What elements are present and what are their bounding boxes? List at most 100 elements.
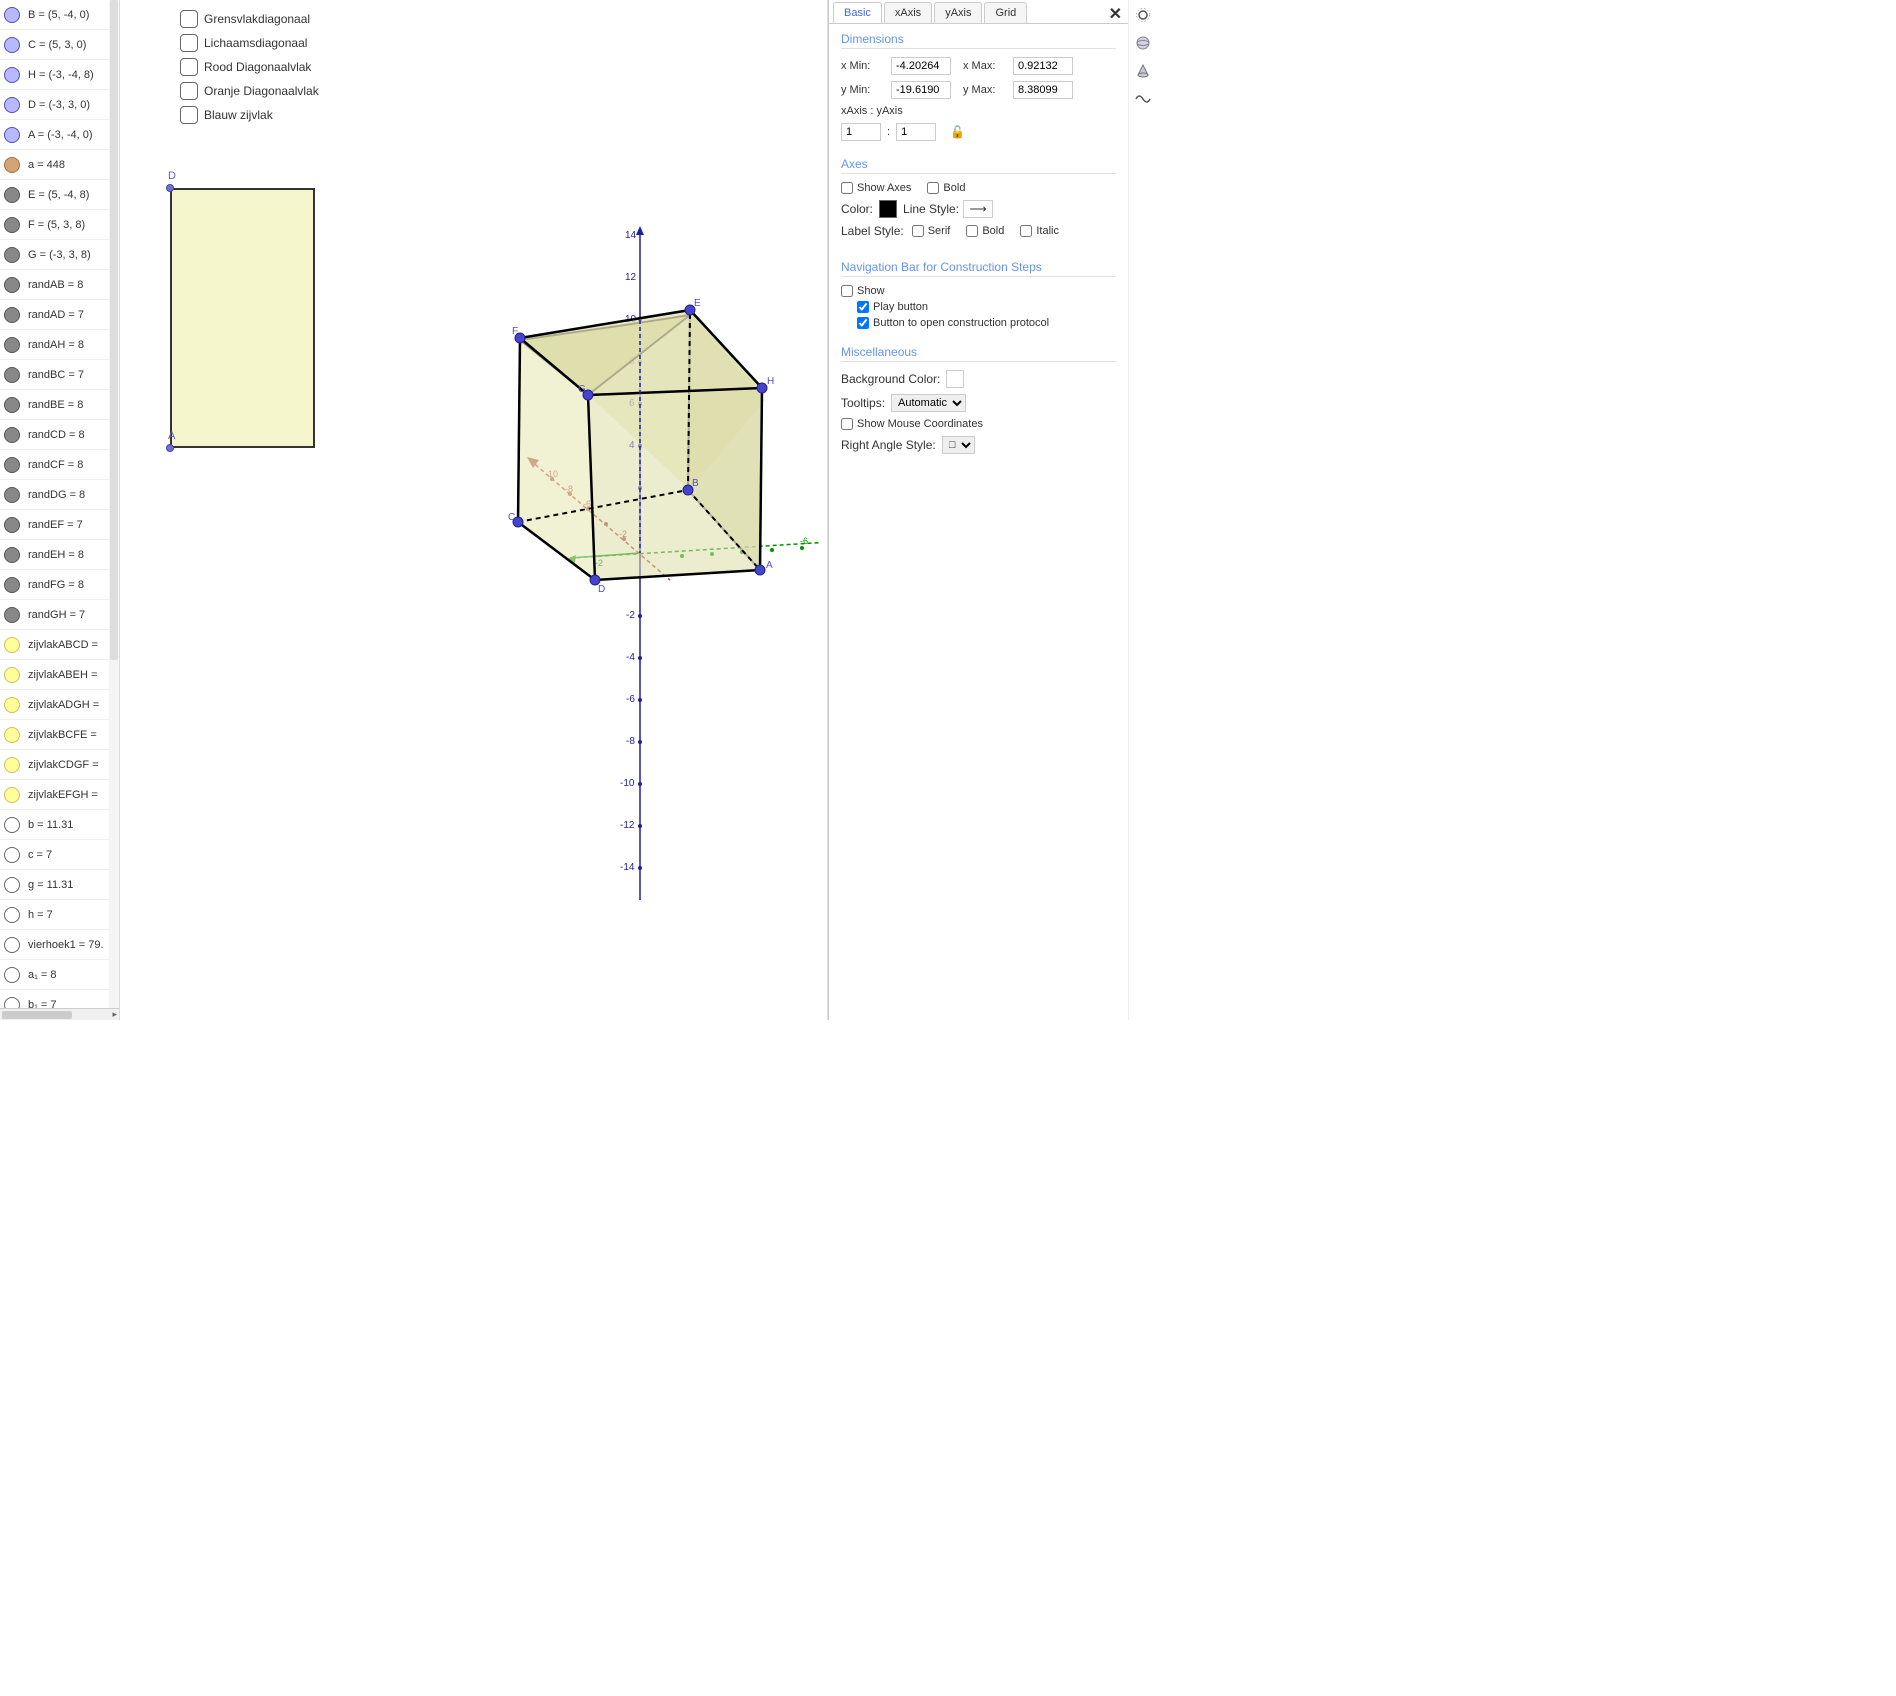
italic-checkbox[interactable] bbox=[1020, 225, 1032, 237]
algebra-item[interactable]: c = 7× bbox=[0, 840, 119, 870]
close-icon[interactable]: ✕ bbox=[1109, 4, 1122, 24]
tab-yaxis[interactable]: yAxis bbox=[934, 2, 982, 23]
tab-basic[interactable]: Basic bbox=[833, 2, 882, 23]
visibility-toggle[interactable] bbox=[4, 217, 20, 233]
visibility-toggle[interactable] bbox=[4, 937, 20, 953]
algebra-item[interactable]: H = (-3, -4, 8)× bbox=[0, 60, 119, 90]
sphere-icon[interactable] bbox=[1134, 34, 1152, 52]
ymax-input[interactable] bbox=[1013, 81, 1073, 99]
visibility-toggle[interactable] bbox=[4, 577, 20, 593]
xmax-input[interactable] bbox=[1013, 57, 1073, 75]
visibility-toggle[interactable] bbox=[4, 847, 20, 863]
visibility-toggle[interactable] bbox=[4, 607, 20, 623]
visibility-toggle[interactable] bbox=[4, 307, 20, 323]
algebra-item[interactable]: h = 7× bbox=[0, 900, 119, 930]
visibility-toggle[interactable] bbox=[4, 337, 20, 353]
visibility-toggle[interactable] bbox=[4, 817, 20, 833]
tooltips-select[interactable]: Automatic bbox=[891, 394, 966, 412]
xmin-input[interactable] bbox=[891, 57, 951, 75]
algebra-item[interactable]: G = (-3, 3, 8)× bbox=[0, 240, 119, 270]
nav-show-checkbox[interactable] bbox=[841, 285, 853, 297]
visibility-toggle[interactable] bbox=[4, 457, 20, 473]
algebra-item[interactable]: E = (5, -4, 8)× bbox=[0, 180, 119, 210]
algebra-item[interactable]: randEF = 7× bbox=[0, 510, 119, 540]
vertical-scrollbar[interactable] bbox=[109, 0, 119, 1008]
visibility-toggle[interactable] bbox=[4, 697, 20, 713]
bold-checkbox[interactable] bbox=[927, 182, 939, 194]
visibility-toggle[interactable] bbox=[4, 427, 20, 443]
bold2-checkbox[interactable] bbox=[966, 225, 978, 237]
algebra-item[interactable]: randAD = 7× bbox=[0, 300, 119, 330]
visibility-toggle[interactable] bbox=[4, 547, 20, 563]
ratio-y-input[interactable] bbox=[896, 123, 936, 141]
ratio-x-input[interactable] bbox=[841, 123, 881, 141]
ymin-input[interactable] bbox=[891, 81, 951, 99]
visibility-toggle[interactable] bbox=[4, 637, 20, 653]
algebra-item[interactable]: C = (5, 3, 0)× bbox=[0, 30, 119, 60]
algebra-item[interactable]: vierhoek1 = 79.× bbox=[0, 930, 119, 960]
algebra-item[interactable]: g = 11.31× bbox=[0, 870, 119, 900]
algebra-item[interactable]: randFG = 8× bbox=[0, 570, 119, 600]
visibility-toggle[interactable] bbox=[4, 667, 20, 683]
rightangle-select[interactable]: □ bbox=[942, 436, 975, 454]
algebra-item[interactable]: zijvlakCDGF =× bbox=[0, 750, 119, 780]
algebra-item[interactable]: randAB = 8× bbox=[0, 270, 119, 300]
checkbox[interactable] bbox=[180, 82, 198, 100]
visibility-toggle[interactable] bbox=[4, 397, 20, 413]
algebra-item[interactable]: randBE = 8× bbox=[0, 390, 119, 420]
wave-icon[interactable] bbox=[1134, 90, 1152, 108]
algebra-item[interactable]: B = (5, -4, 0)× bbox=[0, 0, 119, 30]
algebra-item[interactable]: b = 11.31× bbox=[0, 810, 119, 840]
cone-icon[interactable] bbox=[1134, 62, 1152, 80]
nav-play-checkbox[interactable] bbox=[857, 301, 869, 313]
checkbox[interactable] bbox=[180, 34, 198, 52]
show-axes-checkbox[interactable] bbox=[841, 182, 853, 194]
visibility-toggle[interactable] bbox=[4, 37, 20, 53]
visibility-toggle[interactable] bbox=[4, 157, 20, 173]
algebra-item[interactable]: a₁ = 8× bbox=[0, 960, 119, 990]
bgcolor-picker[interactable] bbox=[946, 370, 964, 388]
algebra-item[interactable]: randEH = 8× bbox=[0, 540, 119, 570]
algebra-item[interactable]: zijvlakBCFE =× bbox=[0, 720, 119, 750]
checkbox[interactable] bbox=[180, 58, 198, 76]
algebra-item[interactable]: a = 448× bbox=[0, 150, 119, 180]
serif-checkbox[interactable] bbox=[912, 225, 924, 237]
color-picker[interactable] bbox=[879, 200, 897, 218]
algebra-item[interactable]: randDG = 8× bbox=[0, 480, 119, 510]
line-style-select[interactable]: ⟶ bbox=[963, 200, 993, 218]
visibility-toggle[interactable] bbox=[4, 757, 20, 773]
visibility-toggle[interactable] bbox=[4, 67, 20, 83]
horizontal-scrollbar[interactable]: ▸ bbox=[0, 1008, 119, 1020]
algebra-item[interactable]: F = (5, 3, 8)× bbox=[0, 210, 119, 240]
algebra-item[interactable]: zijvlakEFGH =× bbox=[0, 780, 119, 810]
algebra-item[interactable]: randCF = 8× bbox=[0, 450, 119, 480]
checkbox[interactable] bbox=[180, 10, 198, 28]
visibility-toggle[interactable] bbox=[4, 787, 20, 803]
algebra-item[interactable]: zijvlakABEH =× bbox=[0, 660, 119, 690]
tab-grid[interactable]: Grid bbox=[984, 2, 1027, 23]
algebra-item[interactable]: zijvlakADGH =× bbox=[0, 690, 119, 720]
visibility-toggle[interactable] bbox=[4, 487, 20, 503]
algebra-item[interactable]: randCD = 8× bbox=[0, 420, 119, 450]
visibility-toggle[interactable] bbox=[4, 247, 20, 263]
visibility-toggle[interactable] bbox=[4, 127, 20, 143]
point-A-2d[interactable] bbox=[166, 444, 174, 452]
visibility-toggle[interactable] bbox=[4, 277, 20, 293]
algebra-item[interactable]: zijvlakABCD =× bbox=[0, 630, 119, 660]
algebra-item[interactable]: randBC = 7× bbox=[0, 360, 119, 390]
checkbox[interactable] bbox=[180, 106, 198, 124]
visibility-toggle[interactable] bbox=[4, 97, 20, 113]
visibility-toggle[interactable] bbox=[4, 967, 20, 983]
algebra-item[interactable]: randGH = 7× bbox=[0, 600, 119, 630]
visibility-toggle[interactable] bbox=[4, 517, 20, 533]
visibility-toggle[interactable] bbox=[4, 907, 20, 923]
algebra-item[interactable]: randAH = 8× bbox=[0, 330, 119, 360]
algebra-item[interactable]: D = (-3, 3, 0)× bbox=[0, 90, 119, 120]
graphics-view[interactable]: GrensvlakdiagonaalLichaamsdiagonaalRood … bbox=[120, 0, 828, 1020]
tab-xaxis[interactable]: xAxis bbox=[884, 2, 932, 23]
nav-open-checkbox[interactable] bbox=[857, 317, 869, 329]
point-D-2d[interactable] bbox=[166, 184, 174, 192]
gear-icon[interactable] bbox=[1134, 6, 1152, 24]
showmouse-checkbox[interactable] bbox=[841, 418, 853, 430]
visibility-toggle[interactable] bbox=[4, 7, 20, 23]
